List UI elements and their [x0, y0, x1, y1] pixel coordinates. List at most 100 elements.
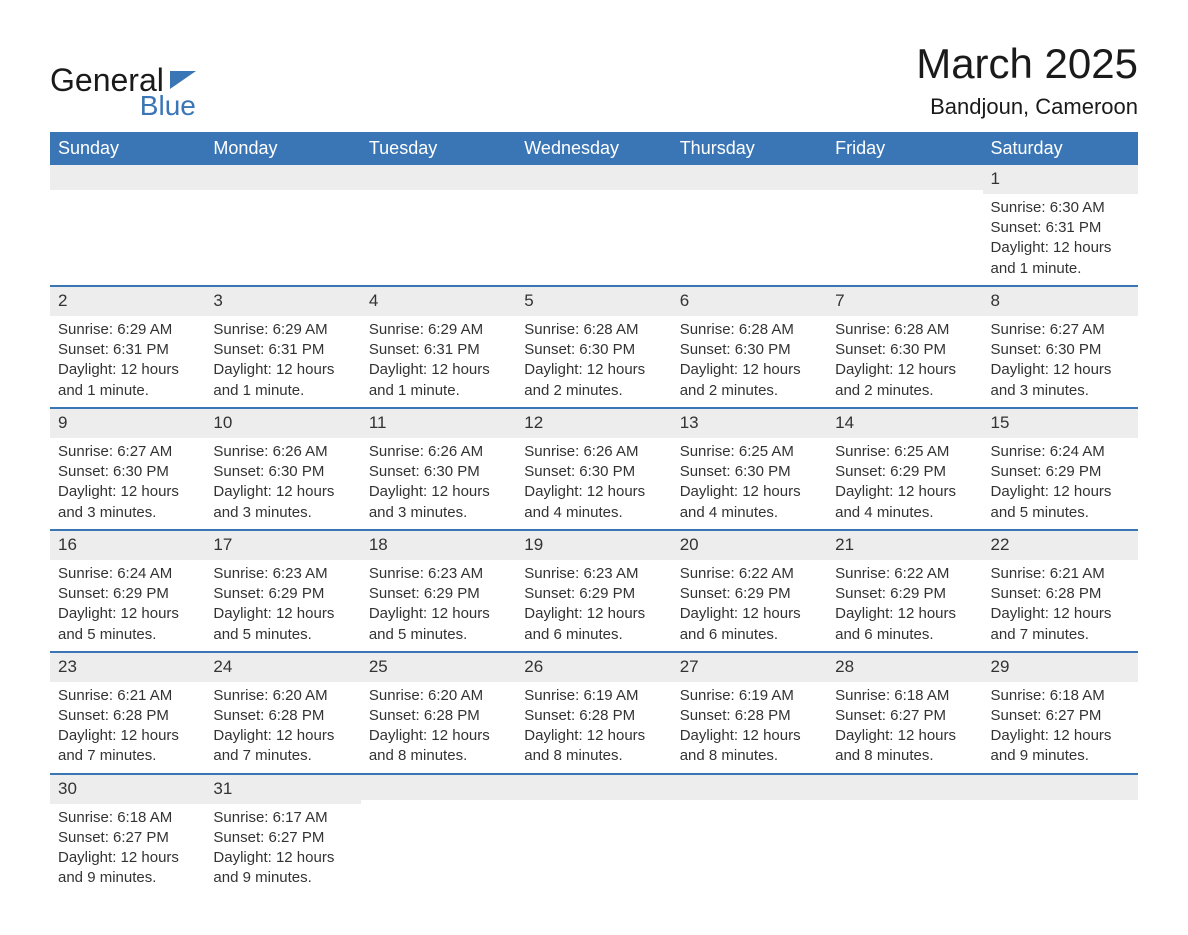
sunset-text: Sunset: 6:30 PM — [213, 462, 352, 482]
sunrise-text: Sunrise: 6:23 AM — [524, 564, 663, 584]
calendar-cell: 3Sunrise: 6:29 AMSunset: 6:31 PMDaylight… — [205, 286, 360, 408]
sunrise-text: Sunrise: 6:23 AM — [213, 564, 352, 584]
sunset-text: Sunset: 6:30 PM — [991, 340, 1130, 360]
daylight-text: Daylight: 12 hours and 6 minutes. — [835, 604, 974, 645]
day-body: Sunrise: 6:25 AMSunset: 6:29 PMDaylight:… — [827, 438, 982, 529]
calendar-week-row: 23Sunrise: 6:21 AMSunset: 6:28 PMDayligh… — [50, 652, 1138, 774]
daylight-text: Daylight: 12 hours and 1 minute. — [369, 360, 508, 401]
sunset-text: Sunset: 6:28 PM — [680, 706, 819, 726]
sunset-text: Sunset: 6:28 PM — [369, 706, 508, 726]
day-body: Sunrise: 6:22 AMSunset: 6:29 PMDaylight:… — [672, 560, 827, 651]
calendar-cell: 13Sunrise: 6:25 AMSunset: 6:30 PMDayligh… — [672, 408, 827, 530]
daylight-text: Daylight: 12 hours and 3 minutes. — [369, 482, 508, 523]
day-number: 4 — [361, 287, 516, 316]
day-body: Sunrise: 6:18 AMSunset: 6:27 PMDaylight:… — [827, 682, 982, 773]
daylight-text: Daylight: 12 hours and 2 minutes. — [680, 360, 819, 401]
day-body: Sunrise: 6:27 AMSunset: 6:30 PMDaylight:… — [50, 438, 205, 529]
calendar-head: Sunday Monday Tuesday Wednesday Thursday… — [50, 132, 1138, 165]
sunset-text: Sunset: 6:31 PM — [213, 340, 352, 360]
sunrise-text: Sunrise: 6:27 AM — [991, 320, 1130, 340]
sunset-text: Sunset: 6:29 PM — [369, 584, 508, 604]
day-header: Monday — [205, 132, 360, 165]
sunrise-text: Sunrise: 6:22 AM — [680, 564, 819, 584]
daylight-text: Daylight: 12 hours and 3 minutes. — [991, 360, 1130, 401]
sunrise-text: Sunrise: 6:18 AM — [58, 808, 197, 828]
daylight-text: Daylight: 12 hours and 8 minutes. — [835, 726, 974, 767]
sunset-text: Sunset: 6:30 PM — [58, 462, 197, 482]
month-title: March 2025 — [916, 40, 1138, 88]
daylight-text: Daylight: 12 hours and 4 minutes. — [680, 482, 819, 523]
calendar-cell: 6Sunrise: 6:28 AMSunset: 6:30 PMDaylight… — [672, 286, 827, 408]
daylight-text: Daylight: 12 hours and 5 minutes. — [213, 604, 352, 645]
day-number: 18 — [361, 531, 516, 560]
daylight-text: Daylight: 12 hours and 5 minutes. — [991, 482, 1130, 523]
logo: General Blue — [50, 64, 196, 120]
day-body — [361, 800, 516, 870]
calendar-cell: 28Sunrise: 6:18 AMSunset: 6:27 PMDayligh… — [827, 652, 982, 774]
day-body: Sunrise: 6:22 AMSunset: 6:29 PMDaylight:… — [827, 560, 982, 651]
calendar-cell: 8Sunrise: 6:27 AMSunset: 6:30 PMDaylight… — [983, 286, 1138, 408]
day-body — [361, 190, 516, 260]
sunrise-text: Sunrise: 6:29 AM — [369, 320, 508, 340]
calendar-cell: 11Sunrise: 6:26 AMSunset: 6:30 PMDayligh… — [361, 408, 516, 530]
daylight-text: Daylight: 12 hours and 8 minutes. — [524, 726, 663, 767]
day-body: Sunrise: 6:26 AMSunset: 6:30 PMDaylight:… — [205, 438, 360, 529]
day-number — [827, 165, 982, 190]
day-body: Sunrise: 6:26 AMSunset: 6:30 PMDaylight:… — [516, 438, 671, 529]
daylight-text: Daylight: 12 hours and 1 minute. — [991, 238, 1130, 279]
calendar-cell: 24Sunrise: 6:20 AMSunset: 6:28 PMDayligh… — [205, 652, 360, 774]
sunset-text: Sunset: 6:28 PM — [58, 706, 197, 726]
day-header: Saturday — [983, 132, 1138, 165]
day-header: Wednesday — [516, 132, 671, 165]
day-number: 24 — [205, 653, 360, 682]
day-number: 7 — [827, 287, 982, 316]
day-header: Friday — [827, 132, 982, 165]
sunset-text: Sunset: 6:30 PM — [680, 340, 819, 360]
sunrise-text: Sunrise: 6:18 AM — [835, 686, 974, 706]
daylight-text: Daylight: 12 hours and 2 minutes. — [835, 360, 974, 401]
location-label: Bandjoun, Cameroon — [916, 94, 1138, 120]
daylight-text: Daylight: 12 hours and 8 minutes. — [369, 726, 508, 767]
calendar-cell: 25Sunrise: 6:20 AMSunset: 6:28 PMDayligh… — [361, 652, 516, 774]
day-body: Sunrise: 6:19 AMSunset: 6:28 PMDaylight:… — [516, 682, 671, 773]
daylight-text: Daylight: 12 hours and 7 minutes. — [991, 604, 1130, 645]
sunrise-text: Sunrise: 6:28 AM — [835, 320, 974, 340]
sunrise-text: Sunrise: 6:21 AM — [58, 686, 197, 706]
calendar-cell: 27Sunrise: 6:19 AMSunset: 6:28 PMDayligh… — [672, 652, 827, 774]
calendar-cell: 12Sunrise: 6:26 AMSunset: 6:30 PMDayligh… — [516, 408, 671, 530]
sunrise-text: Sunrise: 6:20 AM — [213, 686, 352, 706]
sunset-text: Sunset: 6:29 PM — [58, 584, 197, 604]
calendar-cell — [983, 774, 1138, 895]
calendar-cell — [361, 774, 516, 895]
day-number: 1 — [983, 165, 1138, 194]
sunrise-text: Sunrise: 6:26 AM — [369, 442, 508, 462]
day-body: Sunrise: 6:21 AMSunset: 6:28 PMDaylight:… — [983, 560, 1138, 651]
calendar-table: Sunday Monday Tuesday Wednesday Thursday… — [50, 132, 1138, 895]
calendar-week-row: 1Sunrise: 6:30 AMSunset: 6:31 PMDaylight… — [50, 165, 1138, 286]
daylight-text: Daylight: 12 hours and 5 minutes. — [369, 604, 508, 645]
sunset-text: Sunset: 6:30 PM — [524, 340, 663, 360]
day-number — [983, 775, 1138, 800]
day-body: Sunrise: 6:20 AMSunset: 6:28 PMDaylight:… — [361, 682, 516, 773]
day-number: 21 — [827, 531, 982, 560]
day-body: Sunrise: 6:23 AMSunset: 6:29 PMDaylight:… — [361, 560, 516, 651]
sunrise-text: Sunrise: 6:24 AM — [58, 564, 197, 584]
day-body: Sunrise: 6:18 AMSunset: 6:27 PMDaylight:… — [983, 682, 1138, 773]
daylight-text: Daylight: 12 hours and 9 minutes. — [213, 848, 352, 889]
day-body — [516, 190, 671, 260]
sunset-text: Sunset: 6:31 PM — [369, 340, 508, 360]
calendar-cell — [827, 774, 982, 895]
day-number: 26 — [516, 653, 671, 682]
day-body — [827, 800, 982, 870]
day-header: Tuesday — [361, 132, 516, 165]
day-body: Sunrise: 6:18 AMSunset: 6:27 PMDaylight:… — [50, 804, 205, 895]
day-body: Sunrise: 6:21 AMSunset: 6:28 PMDaylight:… — [50, 682, 205, 773]
calendar-cell: 22Sunrise: 6:21 AMSunset: 6:28 PMDayligh… — [983, 530, 1138, 652]
calendar-cell — [516, 165, 671, 286]
calendar-cell: 17Sunrise: 6:23 AMSunset: 6:29 PMDayligh… — [205, 530, 360, 652]
sunrise-text: Sunrise: 6:22 AM — [835, 564, 974, 584]
day-number: 16 — [50, 531, 205, 560]
day-header: Sunday — [50, 132, 205, 165]
calendar-cell: 26Sunrise: 6:19 AMSunset: 6:28 PMDayligh… — [516, 652, 671, 774]
day-body: Sunrise: 6:28 AMSunset: 6:30 PMDaylight:… — [516, 316, 671, 407]
